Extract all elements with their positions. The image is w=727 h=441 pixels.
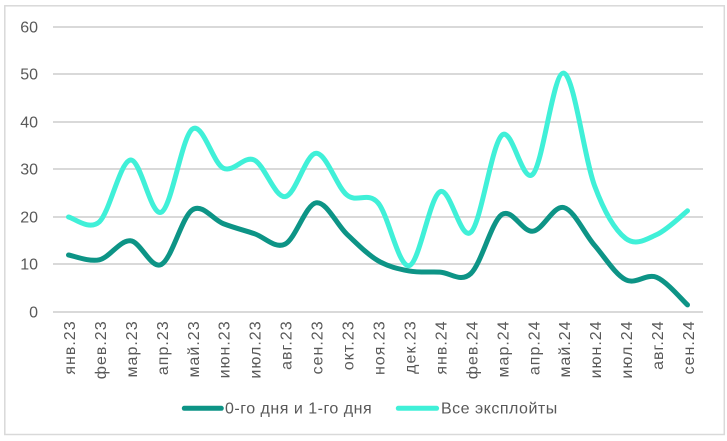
- svg-text:апр.23: апр.23: [155, 320, 172, 375]
- svg-text:май.24: май.24: [557, 320, 574, 377]
- svg-text:янв.23: янв.23: [62, 320, 79, 374]
- svg-text:авг.23: авг.23: [279, 320, 296, 370]
- svg-text:фев.23: фев.23: [93, 320, 110, 379]
- svg-text:июн.24: июн.24: [588, 320, 605, 378]
- svg-text:мар.23: мар.23: [124, 320, 141, 377]
- svg-text:60: 60: [20, 20, 38, 37]
- svg-text:0: 0: [29, 305, 38, 322]
- svg-text:дек.23: дек.23: [403, 320, 420, 373]
- svg-text:сен.23: сен.23: [310, 320, 327, 374]
- svg-text:10: 10: [20, 257, 38, 274]
- svg-text:30: 30: [20, 162, 38, 179]
- svg-text:июл.24: июл.24: [619, 320, 636, 378]
- svg-text:40: 40: [20, 115, 38, 132]
- svg-text:0-го дня и 1-го дня: 0-го дня и 1-го дня: [225, 400, 372, 417]
- svg-text:июн.23: июн.23: [217, 320, 234, 378]
- svg-text:янв.24: янв.24: [433, 320, 450, 374]
- svg-text:50: 50: [20, 67, 38, 84]
- svg-text:ноя.23: ноя.23: [372, 320, 389, 375]
- svg-text:окт.23: окт.23: [341, 320, 358, 370]
- svg-text:июл.23: июл.23: [248, 320, 265, 378]
- svg-text:сен.24: сен.24: [681, 320, 698, 374]
- svg-text:апр.24: апр.24: [526, 320, 543, 375]
- svg-text:Все эксплойты: Все эксплойты: [441, 400, 558, 417]
- svg-text:фев.24: фев.24: [464, 320, 481, 379]
- svg-text:авг.24: авг.24: [650, 320, 667, 370]
- svg-text:мар.24: мар.24: [495, 320, 512, 377]
- svg-text:май.23: май.23: [186, 320, 203, 377]
- svg-text:20: 20: [20, 210, 38, 227]
